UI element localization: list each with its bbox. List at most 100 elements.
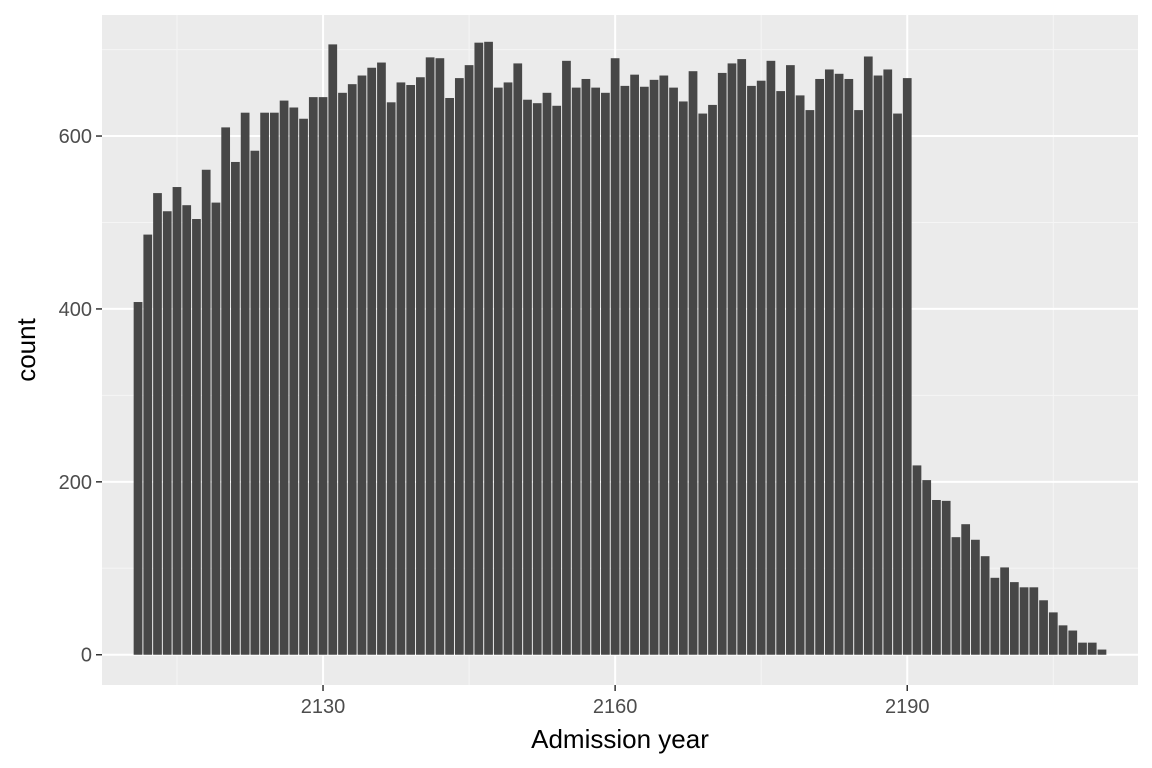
histogram-bar — [279, 100, 289, 655]
x-tick-label: 2190 — [885, 696, 930, 718]
histogram-bar — [513, 63, 523, 655]
histogram-bar — [747, 85, 756, 655]
histogram-bar — [153, 193, 162, 655]
histogram-bar — [854, 110, 863, 655]
histogram-bar — [688, 71, 698, 655]
histogram-bar — [542, 92, 552, 655]
histogram-bar — [493, 87, 503, 655]
histogram-bar — [308, 97, 318, 655]
histogram-bar — [581, 78, 591, 655]
histogram-bar — [1029, 587, 1039, 655]
histogram-bar — [601, 92, 610, 655]
histogram-bar — [737, 59, 747, 655]
histogram-bar — [795, 95, 805, 655]
x-tick-label: 2160 — [593, 696, 638, 718]
histogram-bar — [269, 112, 279, 655]
histogram-bar — [824, 69, 834, 655]
y-tick-label: 0 — [81, 645, 92, 667]
histogram-bar — [639, 86, 649, 655]
histogram-bar — [231, 161, 240, 655]
histogram-bar — [1068, 630, 1078, 655]
histogram-bar — [192, 219, 201, 655]
histogram-bar — [717, 72, 727, 655]
histogram-bar — [873, 75, 883, 655]
histogram-bar — [1048, 612, 1058, 655]
histogram-bar — [834, 73, 844, 655]
histogram-bar — [562, 60, 571, 655]
histogram-bar — [211, 202, 221, 655]
histogram-bar — [951, 537, 961, 655]
histogram-bar — [1078, 642, 1087, 655]
histogram-bar — [990, 577, 1000, 655]
histogram-bar — [1000, 567, 1009, 655]
histogram-bar — [347, 84, 357, 655]
histogram-bar — [133, 302, 143, 655]
histogram-bar — [240, 112, 250, 655]
histogram-bar — [435, 58, 445, 655]
histogram-bar — [922, 480, 932, 655]
histogram-bar — [523, 99, 532, 655]
histogram-bar — [1058, 625, 1068, 655]
x-axis: 2130 2160 2190 — [301, 685, 930, 718]
histogram-bar — [338, 92, 347, 655]
y-axis: 0 200 400 600 — [59, 126, 102, 667]
histogram-bar — [357, 75, 367, 655]
histogram-bar — [980, 556, 990, 655]
histogram-bar — [552, 105, 562, 655]
histogram-bar — [289, 107, 299, 655]
histogram-bar — [786, 65, 795, 655]
histogram-bar — [532, 103, 542, 655]
bars — [133, 41, 1107, 655]
histogram-bar — [425, 57, 435, 655]
histogram-bar — [299, 118, 308, 655]
histogram-bar — [445, 97, 454, 655]
x-tick-label: 2130 — [301, 696, 346, 718]
histogram-bar — [454, 78, 464, 655]
histogram-bar — [250, 150, 260, 655]
y-tick-label: 400 — [59, 299, 92, 321]
histogram-bar — [260, 112, 269, 655]
histogram-bar — [503, 82, 513, 655]
histogram-bar — [708, 104, 717, 655]
histogram-bar — [484, 41, 493, 655]
histogram-bar — [328, 44, 338, 655]
histogram-bar — [669, 87, 678, 655]
histogram-bar — [201, 169, 211, 655]
histogram-bar — [1019, 587, 1029, 655]
histogram-bar — [941, 500, 951, 655]
histogram-bar — [1039, 600, 1048, 655]
x-axis-title: Admission year — [531, 724, 709, 754]
histogram-bar — [143, 234, 153, 655]
histogram-bar — [727, 63, 737, 655]
histogram-bar — [678, 101, 688, 655]
y-axis-title: count — [11, 317, 41, 381]
histogram-bar — [649, 79, 659, 655]
histogram-bar — [883, 69, 893, 655]
histogram-bar — [659, 75, 669, 655]
histogram-bar — [377, 62, 386, 655]
histogram-bar — [815, 78, 824, 655]
histogram-bar — [474, 42, 484, 655]
histogram-bar — [610, 58, 620, 655]
histogram-bar — [698, 113, 708, 655]
y-tick-label: 600 — [59, 126, 92, 148]
histogram-bar — [464, 65, 474, 655]
y-tick-label: 200 — [59, 472, 92, 494]
histogram-bar — [776, 91, 786, 655]
histogram-bar — [620, 85, 630, 655]
histogram-bar — [406, 85, 416, 655]
histogram-bar — [386, 102, 396, 655]
histogram-bar — [591, 87, 601, 655]
histogram-bar — [805, 110, 815, 655]
histogram-bar — [844, 78, 854, 655]
histogram-bar — [221, 127, 231, 655]
histogram-bar — [766, 60, 776, 655]
histogram-bar — [971, 539, 980, 655]
histogram-bar — [902, 78, 912, 655]
histogram-bar — [396, 82, 406, 655]
histogram-bar — [1097, 649, 1107, 655]
histogram-bar — [863, 56, 873, 655]
histogram-bar — [367, 67, 377, 655]
histogram-bar — [932, 499, 941, 655]
